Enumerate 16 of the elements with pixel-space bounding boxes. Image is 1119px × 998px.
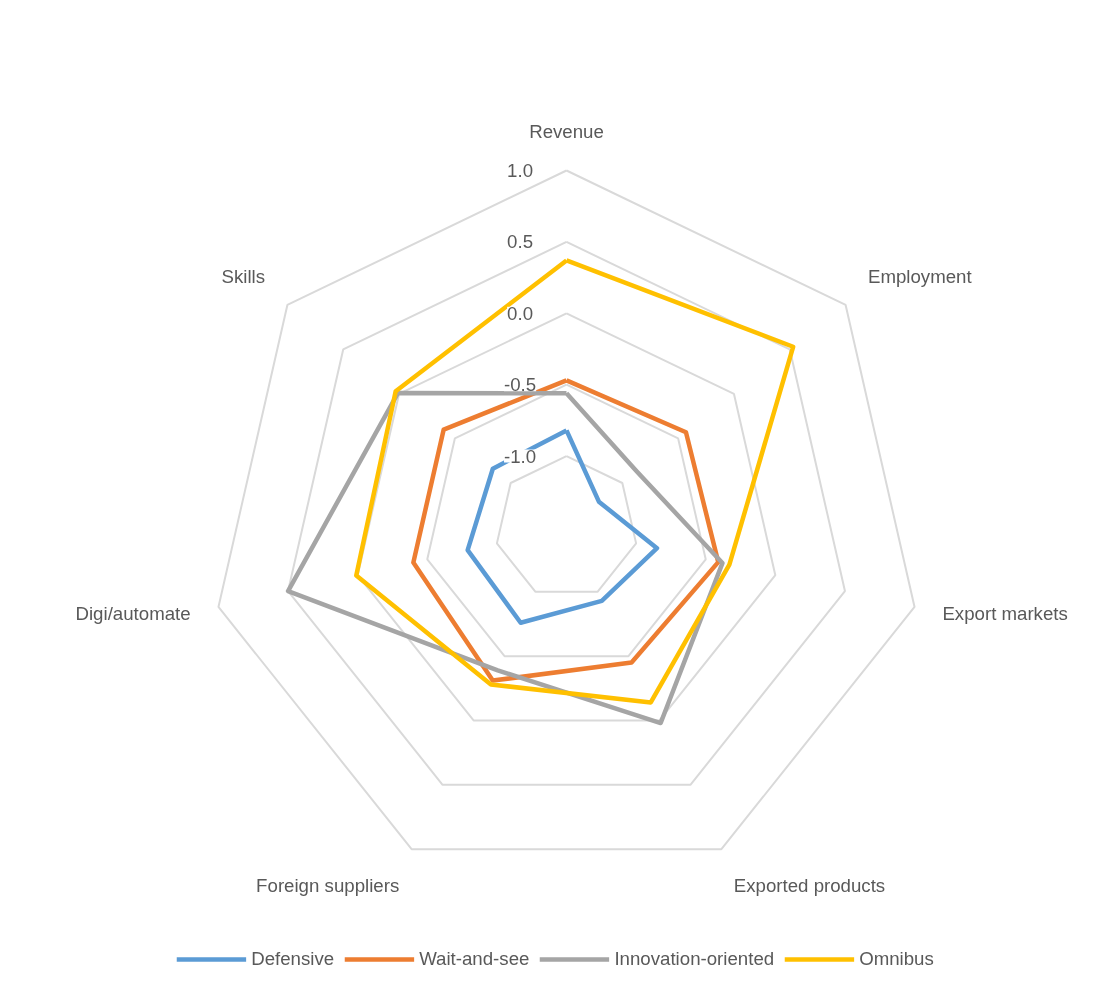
y-tick-label: -0.5 (504, 374, 537, 396)
y-tick-label: 0.5 (507, 231, 534, 253)
legend-label: Omnibus (859, 948, 934, 970)
legend-label: Innovation-oriented (614, 948, 775, 970)
legend-label: Wait-and-see (419, 948, 530, 970)
spoke-label: Revenue (529, 120, 604, 142)
spoke-label: Skills (221, 266, 266, 288)
y-tick-label: 0.0 (507, 302, 534, 324)
y-tick-label: -1.0 (504, 445, 537, 467)
spoke-label: Foreign suppliers (256, 874, 400, 896)
spoke-label: Export markets (942, 602, 1068, 624)
spoke-label: Employment (867, 266, 973, 288)
spoke-label: Exported products (733, 874, 886, 896)
spoke-label: Digi/automate (75, 602, 191, 624)
legend-label: Defensive (251, 948, 335, 970)
y-tick-label: 1.0 (507, 160, 534, 181)
